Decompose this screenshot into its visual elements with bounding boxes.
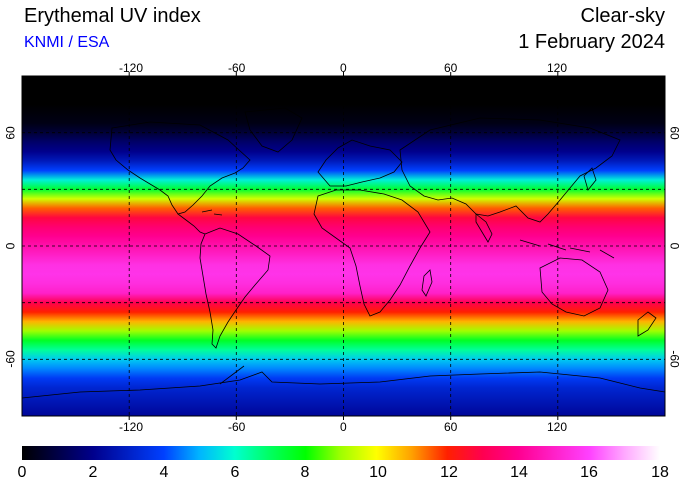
south-america-coast	[199, 227, 271, 349]
north-america-coast	[109, 121, 251, 215]
colorbar-label: 8	[300, 464, 310, 481]
lon-tick-label-top: -120	[119, 61, 144, 75]
graticule	[22, 76, 665, 416]
lon-tick-label-top: 60	[444, 61, 458, 75]
africa-coast	[313, 189, 431, 317]
coastlines	[22, 107, 665, 399]
madagascar-coast	[421, 269, 433, 297]
sky-condition-label: Clear-sky	[580, 5, 665, 27]
lon-tick-label-bottom: -60	[228, 420, 246, 434]
lat-tick-label-right: 60	[667, 126, 682, 140]
lon-tick-label-bottom: -120	[119, 420, 144, 434]
lon-tick-label-top: 0	[340, 61, 347, 75]
asia-coast	[399, 117, 621, 223]
map-area	[22, 76, 665, 416]
lat-tick-label-right: -60	[667, 350, 682, 368]
date-label: 1 February 2024	[518, 31, 665, 53]
lon-tick-label-bottom: 60	[444, 420, 458, 434]
lon-tick-label-top: 120	[547, 61, 568, 75]
lat-tick-label-right: 0	[667, 242, 682, 250]
map-title: Erythemal UV index	[24, 5, 201, 27]
colorbar-label: 0	[17, 464, 27, 481]
lat-tick-label-left: 60	[3, 126, 18, 140]
antarctica-coast	[22, 371, 665, 399]
colorbar-label: 10	[369, 464, 387, 481]
colorbar-label: 14	[510, 464, 528, 481]
lon-tick-label-bottom: 120	[547, 420, 568, 434]
attribution-label: KNMI / ESA	[24, 34, 110, 51]
indonesia-islands	[519, 239, 615, 259]
lon-tick-label-bottom: 0	[340, 420, 347, 434]
europe-coast	[317, 139, 403, 187]
japan-coast	[583, 167, 597, 191]
caribbean-islands	[201, 209, 223, 216]
colorbar-label: 2	[88, 464, 98, 481]
central-america-coast	[177, 213, 206, 235]
axis-ticks	[128, 72, 559, 420]
colorbar	[22, 446, 660, 460]
colorbar-label: 4	[159, 464, 169, 481]
new-zealand-coast	[637, 311, 657, 337]
colorbar-label: 12	[440, 464, 458, 481]
lon-tick-label-top: -60	[228, 61, 246, 75]
colorbar-label: 18	[651, 464, 669, 481]
colorbar-label: 16	[580, 464, 598, 481]
australia-coast	[539, 257, 609, 317]
lat-tick-label-left: 0	[3, 242, 18, 250]
colorbar-label: 6	[230, 464, 240, 481]
lat-tick-label-left: -60	[3, 350, 18, 368]
india-coast	[475, 213, 493, 243]
